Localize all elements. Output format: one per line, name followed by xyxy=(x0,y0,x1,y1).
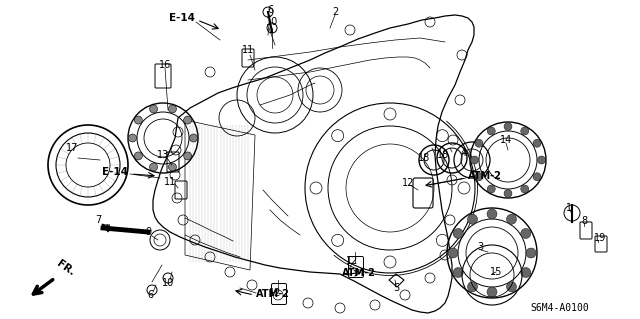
Circle shape xyxy=(487,127,495,135)
Circle shape xyxy=(448,248,458,258)
Text: 10: 10 xyxy=(266,17,278,27)
Circle shape xyxy=(533,139,541,147)
Circle shape xyxy=(475,173,483,181)
Circle shape xyxy=(538,156,545,164)
Circle shape xyxy=(453,228,463,239)
Text: FR.: FR. xyxy=(55,259,77,278)
Text: 9: 9 xyxy=(145,227,151,237)
Text: 8: 8 xyxy=(581,216,587,226)
Circle shape xyxy=(129,134,136,142)
Circle shape xyxy=(453,268,463,278)
Text: 19: 19 xyxy=(594,233,606,243)
Circle shape xyxy=(134,116,142,124)
Circle shape xyxy=(487,209,497,219)
Circle shape xyxy=(526,248,536,258)
Text: 10: 10 xyxy=(162,278,174,288)
Circle shape xyxy=(467,214,477,224)
Text: 18: 18 xyxy=(418,153,430,163)
Text: 4: 4 xyxy=(461,148,467,158)
Circle shape xyxy=(504,122,512,130)
Circle shape xyxy=(168,105,177,113)
Circle shape xyxy=(184,152,191,160)
Circle shape xyxy=(150,105,157,113)
Circle shape xyxy=(521,228,531,239)
Text: 12: 12 xyxy=(346,256,358,266)
Text: 5: 5 xyxy=(393,283,399,293)
Text: 14: 14 xyxy=(500,135,512,145)
Circle shape xyxy=(533,173,541,181)
Circle shape xyxy=(184,116,191,124)
Text: S6M4-A0100: S6M4-A0100 xyxy=(531,303,589,313)
Text: E-14: E-14 xyxy=(102,167,128,177)
Circle shape xyxy=(487,287,497,297)
Circle shape xyxy=(521,268,531,278)
Circle shape xyxy=(150,163,157,171)
Circle shape xyxy=(470,156,479,164)
Circle shape xyxy=(504,189,512,197)
Text: 12: 12 xyxy=(402,178,414,188)
Circle shape xyxy=(168,163,177,171)
Text: E-14: E-14 xyxy=(169,13,195,23)
Text: 12: 12 xyxy=(269,288,281,298)
Text: 16: 16 xyxy=(159,60,171,70)
Circle shape xyxy=(134,152,142,160)
Text: 2: 2 xyxy=(332,7,338,17)
Text: 3: 3 xyxy=(477,242,483,252)
Text: 15: 15 xyxy=(490,267,502,277)
Text: ATM-2: ATM-2 xyxy=(342,268,376,278)
Circle shape xyxy=(475,139,483,147)
Circle shape xyxy=(467,282,477,292)
Circle shape xyxy=(189,134,198,142)
Text: 18: 18 xyxy=(437,150,449,160)
Text: 7: 7 xyxy=(95,215,101,225)
Text: ATM-2: ATM-2 xyxy=(256,289,290,299)
Circle shape xyxy=(506,214,516,224)
Text: ATM-2: ATM-2 xyxy=(468,171,502,181)
Text: 13: 13 xyxy=(157,150,169,160)
Circle shape xyxy=(487,185,495,193)
Text: 6: 6 xyxy=(267,5,273,15)
Text: 17: 17 xyxy=(66,143,78,153)
Circle shape xyxy=(521,127,529,135)
Text: 1: 1 xyxy=(566,203,572,213)
Circle shape xyxy=(521,185,529,193)
Circle shape xyxy=(506,282,516,292)
Text: 11: 11 xyxy=(164,177,176,187)
Text: 6: 6 xyxy=(147,290,153,300)
Text: 11: 11 xyxy=(242,45,254,55)
